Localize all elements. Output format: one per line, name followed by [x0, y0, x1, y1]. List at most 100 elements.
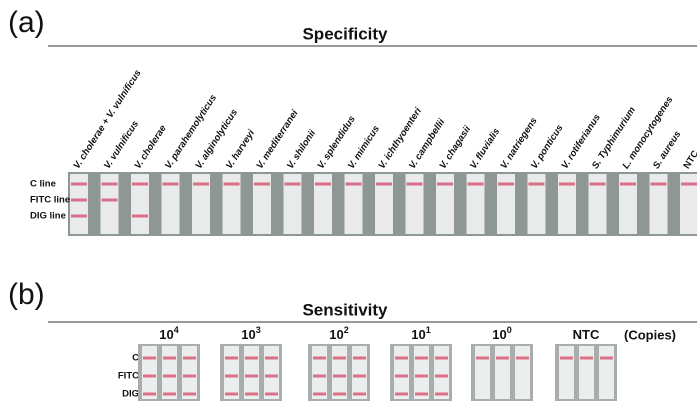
test-strip	[352, 346, 367, 399]
test-strip	[599, 346, 614, 399]
test-band	[333, 375, 346, 378]
test-band	[143, 357, 156, 360]
test-strip	[495, 346, 510, 399]
strip-label: V. parahemolyticus	[163, 93, 219, 171]
group-label: NTC	[573, 327, 600, 342]
test-band	[183, 357, 196, 360]
test-band	[225, 393, 238, 396]
test-band	[245, 393, 258, 396]
test-band	[265, 393, 278, 396]
test-band	[71, 183, 87, 186]
test-band	[193, 183, 209, 186]
test-band	[224, 183, 240, 186]
test-band	[496, 357, 509, 360]
test-band	[376, 183, 392, 186]
test-band	[468, 183, 484, 186]
panel-title: Sensitivity	[302, 300, 388, 319]
row-label: C line	[30, 179, 56, 190]
test-band	[415, 357, 428, 360]
test-band	[395, 393, 408, 396]
test-band	[590, 183, 606, 186]
test-band	[516, 357, 529, 360]
test-band	[435, 357, 448, 360]
test-strip	[264, 346, 279, 399]
test-band	[476, 357, 489, 360]
group-exponent: 2	[344, 325, 349, 335]
test-band	[407, 183, 423, 186]
test-band	[315, 183, 331, 186]
test-strip	[224, 346, 239, 399]
test-band	[651, 183, 667, 186]
group-exponent: 3	[256, 325, 261, 335]
test-band	[225, 357, 238, 360]
test-band	[163, 393, 176, 396]
test-band	[353, 393, 366, 396]
test-strip	[312, 346, 327, 399]
test-band	[245, 375, 258, 378]
test-strip	[332, 346, 347, 399]
unit-label: (Copies)	[624, 327, 676, 342]
test-band	[265, 375, 278, 378]
group-exponent: 0	[507, 325, 512, 335]
test-band	[225, 375, 238, 378]
test-band	[163, 183, 179, 186]
test-band	[245, 357, 258, 360]
row-label: DIG line	[30, 211, 66, 222]
test-band	[415, 393, 428, 396]
test-band	[285, 183, 301, 186]
test-band	[163, 357, 176, 360]
group-base: 10	[241, 327, 255, 342]
test-band	[353, 357, 366, 360]
test-band	[435, 375, 448, 378]
group-label: 101	[411, 325, 430, 342]
test-band	[395, 357, 408, 360]
test-strip	[434, 346, 449, 399]
group-label: 100	[492, 325, 511, 342]
test-band	[71, 215, 87, 218]
test-band	[681, 183, 697, 186]
test-band	[313, 375, 326, 378]
test-band	[132, 215, 148, 218]
test-band	[333, 393, 346, 396]
test-strip	[244, 346, 259, 399]
test-band	[415, 375, 428, 378]
test-band	[395, 375, 408, 378]
test-band	[143, 393, 156, 396]
group-base: NTC	[573, 327, 600, 342]
test-band	[71, 199, 87, 202]
test-band	[102, 199, 118, 202]
strip-label: NTC	[681, 149, 697, 171]
test-strip	[414, 346, 429, 399]
group-base: 10	[492, 327, 506, 342]
panel-label: (a)	[8, 6, 45, 39]
test-strip	[515, 346, 530, 399]
strip-label: V. shilonii	[285, 128, 318, 171]
test-strip	[142, 346, 157, 399]
test-strip	[394, 346, 409, 399]
test-band	[529, 183, 545, 186]
test-band	[580, 357, 593, 360]
test-band	[163, 375, 176, 378]
test-band	[254, 183, 270, 186]
strip-label: V. harveyi	[224, 128, 257, 171]
panel-title: Specificity	[302, 24, 388, 43]
group-exponent: 1	[426, 325, 431, 335]
test-strip	[475, 346, 490, 399]
group-exponent: 4	[174, 325, 179, 335]
test-strip	[579, 346, 594, 399]
test-band	[437, 183, 453, 186]
group-base: 10	[411, 327, 425, 342]
test-band	[333, 357, 346, 360]
test-band	[353, 375, 366, 378]
test-band	[346, 183, 362, 186]
test-band	[498, 183, 514, 186]
test-band	[132, 183, 148, 186]
strip-label: V. fluvialis	[468, 126, 502, 171]
test-band	[600, 357, 613, 360]
group-label: 104	[159, 325, 178, 342]
test-band	[265, 357, 278, 360]
group-label: 103	[241, 325, 260, 342]
test-band	[313, 393, 326, 396]
test-band	[559, 183, 575, 186]
test-band	[183, 375, 196, 378]
